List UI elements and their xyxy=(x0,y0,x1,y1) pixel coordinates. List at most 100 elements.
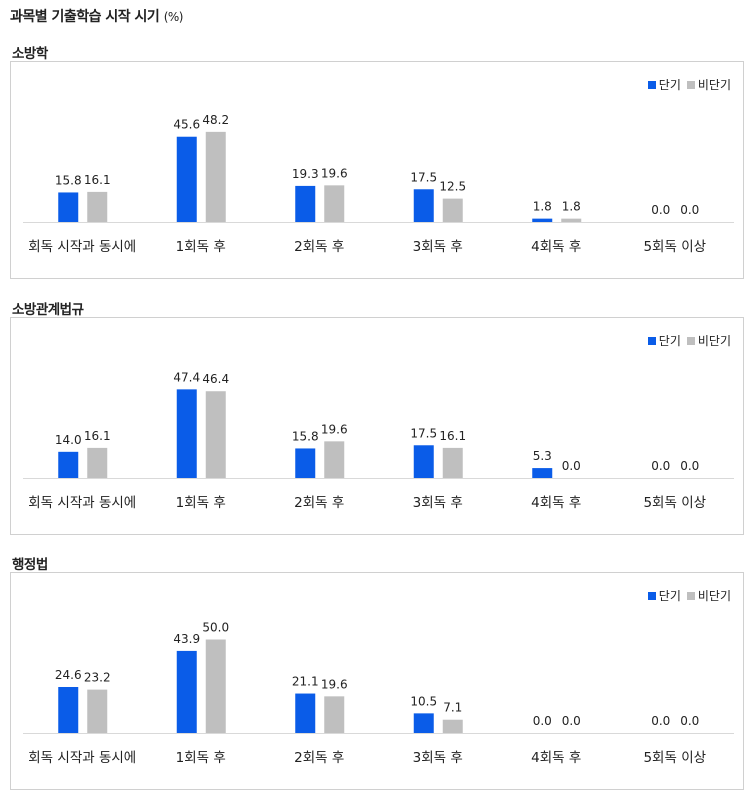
data-label: 15.8 xyxy=(55,173,82,187)
bar-short xyxy=(176,136,197,222)
legend-swatch-long xyxy=(686,80,695,89)
bar-long xyxy=(442,719,463,733)
category-label: 5회독 이상 xyxy=(643,750,706,766)
data-label: 24.6 xyxy=(55,668,82,682)
data-label: 43.9 xyxy=(173,632,200,646)
bar-chart-admin-law: 24.6 23.2 회독 시작과 동시에 43.950.0 1회독 후 21.1 19.6 2… xyxy=(23,621,734,766)
data-label: 0.0 xyxy=(651,459,670,473)
chart-panel-fire-laws: 단기 비단기 14.0 16.1 회독 시작과 동시에 47.4 46.4 1회독 후 15… xyxy=(10,317,744,535)
bar-long xyxy=(324,441,345,478)
chart-panel-fire-science: 단기 비단기 15.8 16.1 회독 시작과 동시에 45.6 48.2 1회독 후 19… xyxy=(10,61,744,279)
data-label: 19.6 xyxy=(321,166,348,180)
data-label: 0.0 xyxy=(680,459,699,473)
legend-swatch-long xyxy=(686,591,695,600)
bar-long xyxy=(561,218,582,222)
category-label: 1회독 후 xyxy=(176,239,226,255)
bar-chart-fire-science: 15.8 16.1 회독 시작과 동시에 45.6 48.2 1회독 후 19.3 19.6 2… xyxy=(23,113,734,255)
data-label: 1.8 xyxy=(533,200,552,214)
chart-title-fire-laws: 소방관계법규 xyxy=(12,302,84,318)
data-label: 0.0 xyxy=(562,459,581,473)
bar-short xyxy=(413,445,434,478)
category-label: 1회독 후 xyxy=(176,750,226,766)
category-label: 회독 시작과 동시에 xyxy=(28,239,136,255)
bar-long xyxy=(87,191,108,222)
legend-item-long: 비단기 xyxy=(686,76,731,93)
data-label: 0.0 xyxy=(562,714,581,728)
bar-long xyxy=(205,639,226,733)
data-label: 17.5 xyxy=(410,170,437,184)
chart-title-fire-science: 소방학 xyxy=(12,46,48,62)
category-label: 3회독 후 xyxy=(413,495,463,511)
category-label: 4회독 후 xyxy=(531,239,581,255)
bar-long xyxy=(87,447,108,478)
category-label: 4회독 후 xyxy=(531,750,581,766)
data-label: 46.4 xyxy=(202,372,229,386)
category-label: 4회독 후 xyxy=(531,495,581,511)
chart-panel-admin-law: 단기 비단기 24.6 23.2 회독 시작과 동시에 43.9 50.0 1회독 후 21… xyxy=(10,572,744,790)
category-label: 회독 시작과 동시에 xyxy=(28,495,136,511)
bar-short xyxy=(58,451,79,478)
data-label: 23.2 xyxy=(84,671,111,685)
bar-long xyxy=(324,185,345,222)
bar-short xyxy=(176,389,197,478)
page-title-text: 과목별 기출학습 시작 시기 xyxy=(10,9,160,25)
data-label: 0.0 xyxy=(680,714,699,728)
data-label: 5.3 xyxy=(533,449,552,463)
bar-short xyxy=(58,686,79,733)
bar-long xyxy=(205,131,226,222)
data-label: 12.5 xyxy=(439,180,466,194)
bar-long xyxy=(442,447,463,478)
legend-item-long: 비단기 xyxy=(686,332,731,349)
bar-long xyxy=(87,689,108,733)
data-label: 19.6 xyxy=(321,422,348,436)
legend: 단기 비단기 xyxy=(647,332,731,349)
legend-label-short: 단기 xyxy=(658,589,681,603)
data-label: 48.2 xyxy=(202,113,229,127)
legend-swatch-long xyxy=(686,336,695,345)
category-label: 1회독 후 xyxy=(176,495,226,511)
category-label: 2회독 후 xyxy=(294,495,344,511)
data-label: 7.1 xyxy=(443,701,462,715)
legend-item-short: 단기 xyxy=(647,76,681,93)
legend-swatch-short xyxy=(647,336,656,345)
data-label: 45.6 xyxy=(173,118,200,132)
data-label: 0.0 xyxy=(680,203,699,217)
data-label: 16.1 xyxy=(84,429,111,443)
data-label: 50.0 xyxy=(202,621,229,635)
data-label: 1.8 xyxy=(562,200,581,214)
bar-long xyxy=(205,391,226,478)
category-label: 3회독 후 xyxy=(413,239,463,255)
bar-short xyxy=(295,693,316,733)
data-label: 16.1 xyxy=(84,173,111,187)
legend-label-short: 단기 xyxy=(658,334,681,348)
legend: 단기 비단기 xyxy=(647,587,731,604)
legend-item-short: 단기 xyxy=(647,587,681,604)
bar-long xyxy=(442,198,463,222)
data-label: 0.0 xyxy=(533,714,552,728)
bar-short xyxy=(295,185,316,222)
data-label: 17.5 xyxy=(410,426,437,440)
category-label: 5회독 이상 xyxy=(643,239,706,255)
bar-short xyxy=(295,448,316,478)
legend-label-long: 비단기 xyxy=(697,334,731,348)
bar-short xyxy=(58,192,79,222)
unit-label: (%) xyxy=(163,10,184,24)
bar-short xyxy=(532,468,553,478)
legend: 단기 비단기 xyxy=(647,76,731,93)
bar-short xyxy=(413,189,434,222)
legend-item-long: 비단기 xyxy=(686,587,731,604)
data-label: 15.8 xyxy=(292,429,319,443)
bar-short xyxy=(413,713,434,733)
legend-label-long: 비단기 xyxy=(697,589,731,603)
category-label: 회독 시작과 동시에 xyxy=(28,750,136,766)
data-label: 16.1 xyxy=(439,429,466,443)
bar-short xyxy=(532,218,553,222)
legend-swatch-short xyxy=(647,80,656,89)
legend-swatch-short xyxy=(647,591,656,600)
data-label: 0.0 xyxy=(651,203,670,217)
chart-title-admin-law: 행정법 xyxy=(12,557,48,573)
data-label: 19.3 xyxy=(292,167,319,181)
bar-long xyxy=(324,696,345,733)
category-label: 2회독 후 xyxy=(294,239,344,255)
